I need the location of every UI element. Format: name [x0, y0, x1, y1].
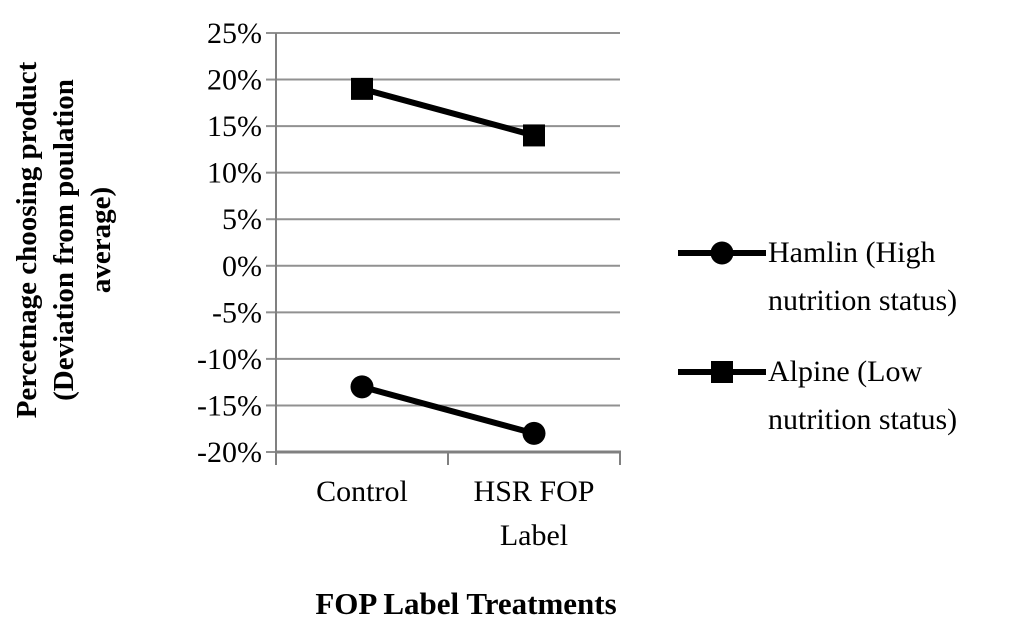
gridlines — [266, 32, 620, 453]
y-axis-title: Percetnage choosing product (Deviation f… — [9, 0, 121, 480]
legend-square-glyph — [711, 361, 733, 383]
legend-label: Alpine (Low nutrition status) — [768, 355, 958, 436]
y-tick-label: 15% — [207, 110, 262, 143]
y-tick-label: 10% — [207, 157, 262, 190]
legend-circle-glyph — [710, 241, 734, 265]
axes — [275, 33, 621, 465]
y-axis-title-line: (Deviation from poulation — [48, 79, 80, 401]
series-line-circle — [361, 383, 535, 437]
legend-item: Alpine (Low nutrition status) — [676, 348, 1016, 444]
y-axis-title-line: Percetnage choosing product — [11, 61, 43, 419]
x-axis-title: FOP Label Treatments — [315, 586, 617, 621]
legend-label: Hamlin (High nutrition status) — [768, 236, 958, 317]
data-point-square — [351, 77, 373, 100]
y-tick-label: 0% — [222, 250, 262, 283]
y-tick-label: 20% — [207, 64, 262, 97]
legend-circle-marker-icon — [678, 241, 766, 265]
y-axis-title-line: average) — [85, 186, 117, 294]
data-point-square — [523, 124, 545, 147]
x-tick-label: Control — [316, 475, 408, 508]
legend-square-marker-icon — [678, 361, 766, 383]
legend-item: Hamlin (High nutrition status) — [676, 229, 1016, 325]
data-point-circle — [522, 421, 546, 445]
series-lines — [361, 85, 535, 437]
series-markers — [350, 77, 546, 445]
series-line-square — [361, 85, 535, 139]
y-tick-label: -5% — [212, 296, 262, 329]
y-tick-label: -10% — [197, 343, 262, 376]
x-tick-label: HSR FOP Label — [473, 475, 595, 552]
data-point-circle — [350, 375, 374, 399]
y-tick-label: 5% — [222, 203, 262, 236]
legend: Hamlin (High nutrition status) Alpine (Lo… — [676, 229, 1016, 467]
y-tick-label: -20% — [197, 436, 262, 469]
y-tick-labels: 25% 20% 15% 10% 5% 0% -5% -10% -15% -20% — [197, 17, 262, 469]
y-tick-label: -15% — [197, 389, 262, 422]
y-tick-label: 25% — [207, 17, 262, 50]
